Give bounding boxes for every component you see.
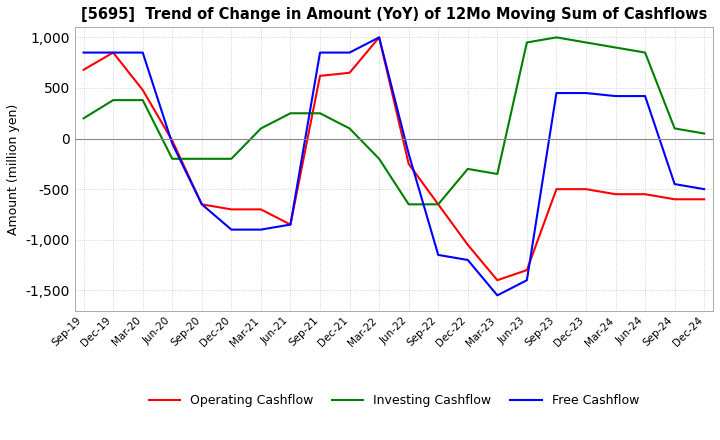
Free Cashflow <box>552 90 561 95</box>
Operating Cashflow <box>286 222 294 227</box>
Line: Operating Cashflow: Operating Cashflow <box>84 37 704 280</box>
Investing Cashflow <box>375 156 384 161</box>
Operating Cashflow <box>611 191 620 197</box>
Free Cashflow <box>346 50 354 55</box>
Investing Cashflow <box>611 45 620 50</box>
Operating Cashflow <box>464 242 472 247</box>
Free Cashflow <box>286 222 294 227</box>
Investing Cashflow <box>346 126 354 131</box>
Free Cashflow <box>464 257 472 263</box>
Operating Cashflow <box>670 197 679 202</box>
Investing Cashflow <box>227 156 235 161</box>
Free Cashflow <box>670 181 679 187</box>
Investing Cashflow <box>700 131 708 136</box>
Operating Cashflow <box>700 197 708 202</box>
Operating Cashflow <box>256 207 265 212</box>
Investing Cashflow <box>138 98 147 103</box>
Investing Cashflow <box>256 126 265 131</box>
Free Cashflow <box>641 93 649 99</box>
Operating Cashflow <box>375 35 384 40</box>
Investing Cashflow <box>315 110 324 116</box>
Investing Cashflow <box>464 166 472 172</box>
Operating Cashflow <box>523 268 531 273</box>
Operating Cashflow <box>493 278 502 283</box>
Free Cashflow <box>138 50 147 55</box>
Free Cashflow <box>434 252 443 257</box>
Free Cashflow <box>197 202 206 207</box>
Investing Cashflow <box>552 35 561 40</box>
Investing Cashflow <box>493 171 502 176</box>
Investing Cashflow <box>523 40 531 45</box>
Free Cashflow <box>493 293 502 298</box>
Free Cashflow <box>168 141 176 146</box>
Operating Cashflow <box>138 88 147 93</box>
Free Cashflow <box>523 278 531 283</box>
Legend: Operating Cashflow, Investing Cashflow, Free Cashflow: Operating Cashflow, Investing Cashflow, … <box>144 389 644 412</box>
Y-axis label: Amount (million yen): Amount (million yen) <box>7 103 20 235</box>
Free Cashflow <box>582 90 590 95</box>
Investing Cashflow <box>582 40 590 45</box>
Free Cashflow <box>405 151 413 156</box>
Operating Cashflow <box>405 161 413 166</box>
Operating Cashflow <box>346 70 354 75</box>
Operating Cashflow <box>79 67 88 73</box>
Operating Cashflow <box>552 187 561 192</box>
Operating Cashflow <box>434 202 443 207</box>
Free Cashflow <box>79 50 88 55</box>
Free Cashflow <box>256 227 265 232</box>
Operating Cashflow <box>641 191 649 197</box>
Investing Cashflow <box>109 98 117 103</box>
Investing Cashflow <box>670 126 679 131</box>
Operating Cashflow <box>197 202 206 207</box>
Investing Cashflow <box>405 202 413 207</box>
Line: Investing Cashflow: Investing Cashflow <box>84 37 704 204</box>
Free Cashflow <box>109 50 117 55</box>
Investing Cashflow <box>79 116 88 121</box>
Free Cashflow <box>700 187 708 192</box>
Title: [5695]  Trend of Change in Amount (YoY) of 12Mo Moving Sum of Cashflows: [5695] Trend of Change in Amount (YoY) o… <box>81 7 707 22</box>
Investing Cashflow <box>641 50 649 55</box>
Operating Cashflow <box>582 187 590 192</box>
Operating Cashflow <box>227 207 235 212</box>
Free Cashflow <box>611 93 620 99</box>
Investing Cashflow <box>197 156 206 161</box>
Line: Free Cashflow: Free Cashflow <box>84 37 704 295</box>
Free Cashflow <box>375 35 384 40</box>
Free Cashflow <box>315 50 324 55</box>
Operating Cashflow <box>109 50 117 55</box>
Operating Cashflow <box>168 138 176 143</box>
Investing Cashflow <box>286 110 294 116</box>
Operating Cashflow <box>315 73 324 78</box>
Free Cashflow <box>227 227 235 232</box>
Investing Cashflow <box>434 202 443 207</box>
Investing Cashflow <box>168 156 176 161</box>
